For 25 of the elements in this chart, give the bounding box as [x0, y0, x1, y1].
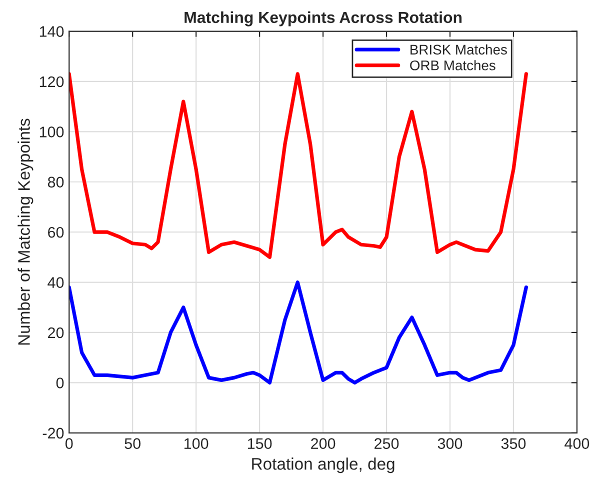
y-tick-label: 120: [40, 76, 64, 88]
line-series: [69, 280, 528, 384]
x-tick-label: 300: [438, 438, 462, 449]
legend-label: ORB Matches: [410, 60, 496, 70]
x-tick-label: 100: [184, 438, 208, 449]
y-tick-label: 20: [48, 327, 64, 338]
x-tick-label: 50: [124, 438, 140, 449]
x-axis-title: Rotation angle, deg: [252, 458, 394, 474]
chart-title: Matching Keypoints Across Rotation: [184, 11, 462, 26]
y-tick-label: 80: [48, 176, 64, 188]
x-tick-label: 350: [501, 438, 526, 449]
y-axis-title: Number of Matching Keypoints: [18, 118, 34, 345]
y-tick-label: 0: [56, 378, 64, 388]
y-tick-label: 60: [48, 226, 64, 238]
x-tick-label: 250: [374, 438, 399, 449]
legend-label: BRISK Matches: [410, 44, 507, 55]
y-tick-label: 140: [40, 26, 64, 37]
y-tick-label: -20: [42, 428, 64, 439]
line-series: [69, 72, 528, 259]
y-tick-label: 100: [40, 126, 64, 138]
x-tick-label: 0: [65, 438, 73, 449]
x-tick-label: 200: [311, 438, 336, 449]
y-tick-label: 40: [48, 277, 64, 288]
x-tick-label: 150: [248, 438, 272, 449]
x-tick-label: 400: [564, 438, 590, 449]
